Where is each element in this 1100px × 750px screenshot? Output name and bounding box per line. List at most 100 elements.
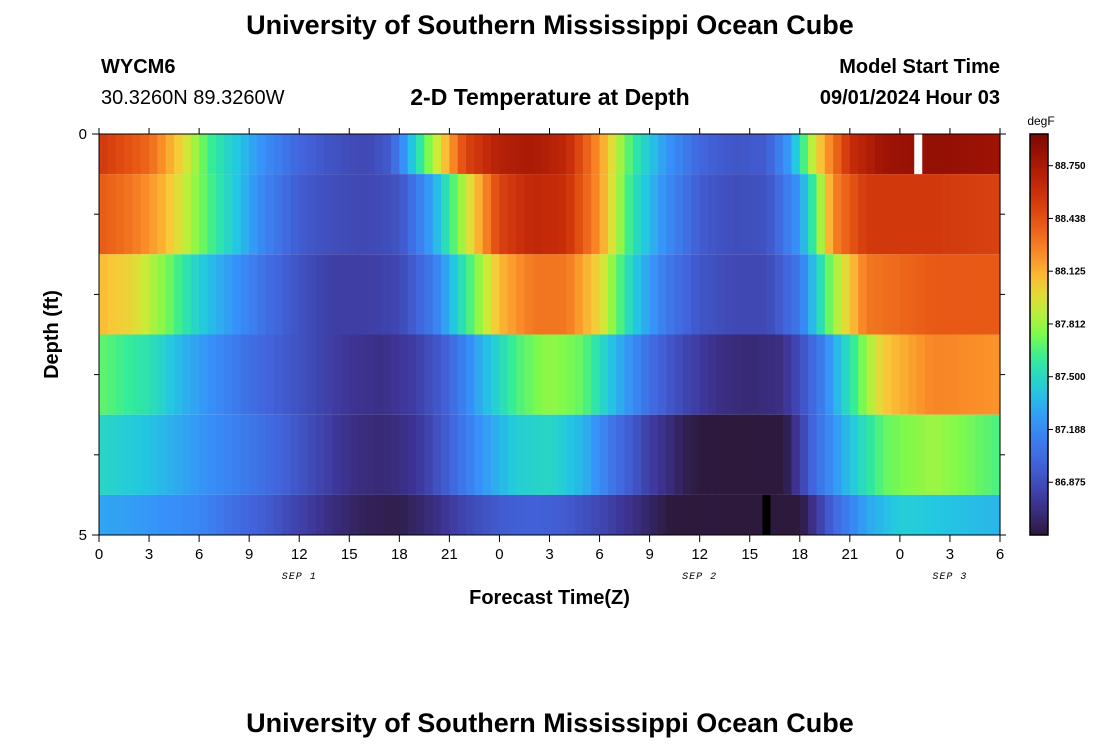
heatmap-cell-layer-4 (924, 414, 934, 495)
heatmap-cell-layer-1 (858, 174, 868, 255)
heatmap-cell-layer-5 (482, 494, 492, 535)
page-title: University of Southern Mississippi Ocean… (246, 10, 854, 40)
heatmap-cell-layer-5 (866, 494, 876, 535)
heatmap-cell-layer-2 (541, 254, 551, 335)
heatmap-cell-layer-1 (682, 174, 692, 255)
date-label: SEP 2 (682, 572, 717, 583)
heatmap-cell-layer-3 (99, 334, 108, 415)
heatmap-cell-layer-5 (741, 494, 751, 535)
heatmap-cell-layer-3 (232, 334, 242, 415)
heatmap-cell-layer-5 (574, 494, 584, 535)
heatmap-cell-layer-2 (207, 254, 217, 335)
heatmap-cell-layer-5 (491, 494, 501, 535)
heatmap-cell-layer-0 (307, 134, 317, 175)
heatmap-cell-layer-4 (249, 414, 259, 495)
heatmap-cell-layer-4 (849, 414, 859, 495)
heatmap-cell-layer-5 (240, 494, 250, 535)
heatmap-cell-layer-0 (174, 134, 184, 175)
heatmap-cell-layer-0 (374, 134, 384, 175)
heatmap-cell-layer-1 (449, 174, 459, 255)
chart-title: 2-D Temperature at Depth (410, 84, 690, 110)
heatmap-cell-layer-3 (824, 334, 834, 415)
heatmap-cell-layer-3 (224, 334, 234, 415)
heatmap-cell-layer-0 (624, 134, 634, 175)
heatmap-cell-layer-5 (549, 494, 559, 535)
heatmap-cell-layer-4 (474, 414, 484, 495)
colorbar: degF 88.750 88.438 88.125 87.812 87.500 87.18… (1027, 114, 1086, 536)
heatmap-cell-layer-4 (174, 414, 184, 495)
heatmap-cell-layer-4 (808, 414, 818, 495)
heatmap-cell-layer-1 (507, 174, 517, 255)
heatmap-cell-layer-0 (474, 134, 484, 175)
heatmap-cell-layer-2 (674, 254, 684, 335)
heatmap-cell-layer-1 (182, 174, 192, 255)
heatmap-cell-layer-3 (532, 334, 542, 415)
heatmap-cell-layer-2 (240, 254, 250, 335)
heatmap-cell-layer-2 (516, 254, 526, 335)
heatmap-cell-layer-4 (582, 414, 592, 495)
heatmap-cell-layer-0 (991, 134, 1001, 175)
heatmap-cell-layer-3 (791, 334, 801, 415)
heatmap-cell-layer-0 (557, 134, 567, 175)
heatmap-cell-layer-2 (115, 254, 125, 335)
heatmap-cell-layer-3 (749, 334, 759, 415)
heatmap-cell-layer-1 (666, 174, 676, 255)
max-marker (914, 134, 923, 175)
heatmap-cell-layer-1 (257, 174, 267, 255)
heatmap-cell-layer-1 (482, 174, 492, 255)
heatmap-cell-layer-4 (549, 414, 559, 495)
heatmap-cell-layer-1 (808, 174, 818, 255)
heatmap-cell-layer-0 (315, 134, 325, 175)
heatmap-cell-layer-1 (708, 174, 717, 255)
heatmap-cell-layer-4 (791, 414, 801, 495)
heatmap-cell-layer-3 (491, 334, 501, 415)
heatmap-cell-layer-2 (390, 254, 400, 335)
heatmap-cell-layer-1 (374, 174, 384, 255)
heatmap-cell-layer-5 (299, 494, 309, 535)
heatmap-cell-layer-4 (891, 414, 901, 495)
heatmap-cell-layer-2 (174, 254, 184, 335)
heatmap-cell-layer-4 (207, 414, 217, 495)
heatmap-cell-layer-0 (365, 134, 375, 175)
heatmap-cell-layer-3 (190, 334, 200, 415)
heatmap-cell-layer-5 (599, 494, 609, 535)
heatmap-cell-layer-1 (299, 174, 309, 255)
heatmap-cell-layer-0 (799, 134, 809, 175)
heatmap-cell-layer-1 (549, 174, 559, 255)
heatmap-cell-layer-4 (140, 414, 150, 495)
heatmap-cell-layer-4 (724, 414, 734, 495)
heatmap-cell-layer-1 (908, 174, 918, 255)
heatmap-cell-layer-0 (699, 134, 709, 175)
heatmap-cell-layer-0 (607, 134, 617, 175)
heatmap-cell-layer-2 (315, 254, 325, 335)
heatmap-cell-layer-4 (232, 414, 242, 495)
heatmap-cell-layer-2 (791, 254, 801, 335)
heatmap-cell-layer-2 (224, 254, 234, 335)
heatmap-cell-layer-1 (99, 174, 108, 255)
x-tick-label: 9 (645, 546, 653, 563)
heatmap-cell-layer-1 (541, 174, 551, 255)
heatmap (99, 134, 1001, 535)
heatmap-cell-layer-1 (849, 174, 859, 255)
heatmap-cell-layer-0 (833, 134, 843, 175)
heatmap-cell-layer-5 (699, 494, 709, 535)
heatmap-cell-layer-0 (457, 134, 467, 175)
heatmap-cell-layer-1 (891, 174, 901, 255)
heatmap-cell-layer-2 (290, 254, 300, 335)
heatmap-cell-layer-2 (507, 254, 517, 335)
heatmap-cell-layer-4 (641, 414, 651, 495)
heatmap-cell-layer-1 (349, 174, 359, 255)
heatmap-cell-layer-5 (808, 494, 818, 535)
heatmap-cell-layer-3 (874, 334, 884, 415)
heatmap-cell-layer-1 (499, 174, 509, 255)
heatmap-cell-layer-4 (516, 414, 526, 495)
heatmap-cell-layer-1 (157, 174, 167, 255)
heatmap-cell-layer-3 (274, 334, 284, 415)
heatmap-cell-layer-3 (716, 334, 726, 415)
heatmap-cell-layer-1 (190, 174, 200, 255)
heatmap-cell-layer-0 (182, 134, 192, 175)
heatmap-cell-layer-5 (174, 494, 184, 535)
x-tick-label: 21 (841, 546, 858, 563)
heatmap-cell-layer-5 (190, 494, 200, 535)
heatmap-cell-layer-4 (449, 414, 459, 495)
